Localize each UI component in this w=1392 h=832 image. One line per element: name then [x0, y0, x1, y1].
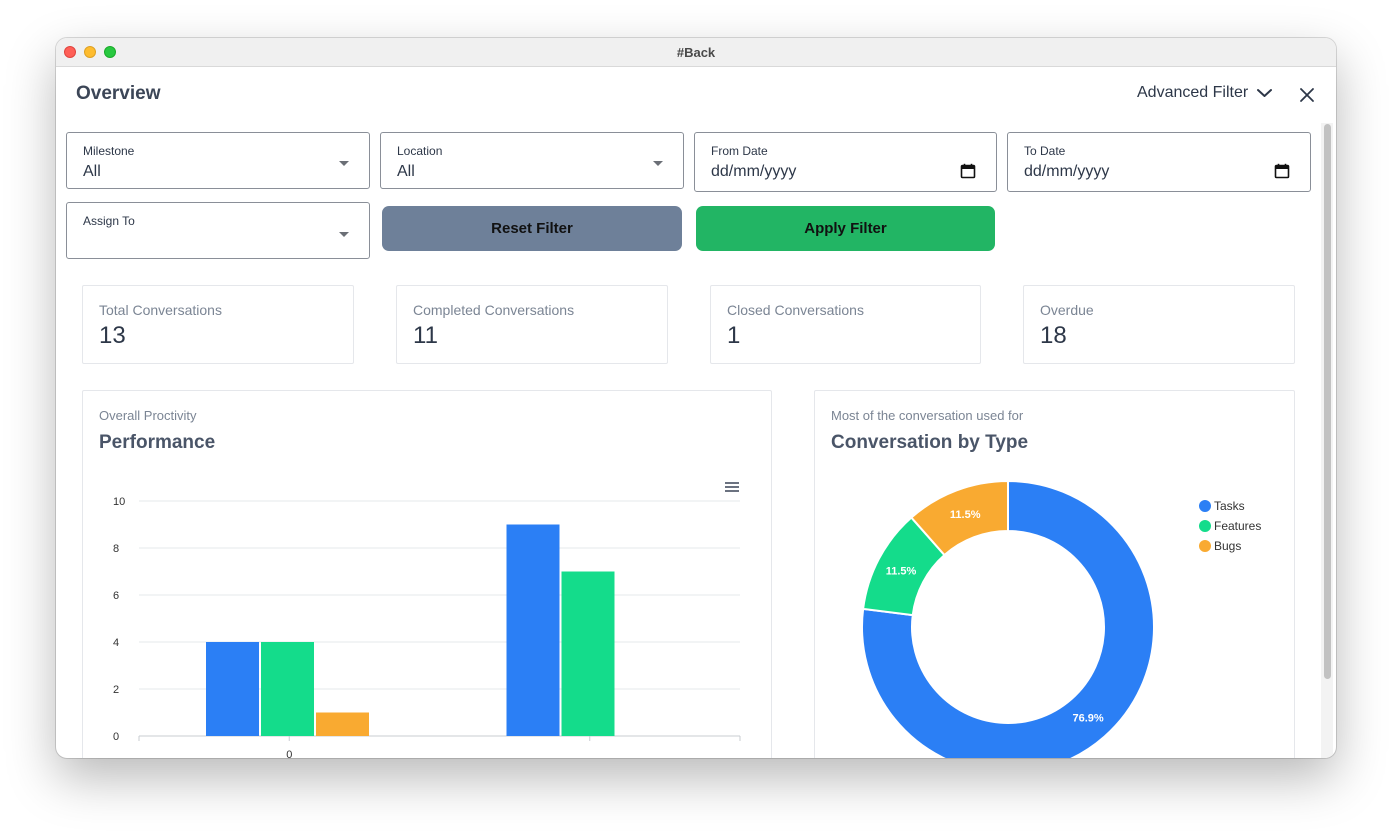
to-date-placeholder: dd/mm/yyyy	[1024, 163, 1110, 180]
reset-filter-button[interactable]: Reset Filter	[382, 206, 682, 251]
apply-filter-button[interactable]: Apply Filter	[696, 206, 995, 251]
chart-menu-icon[interactable]	[725, 482, 739, 492]
legend-marker	[1199, 540, 1211, 552]
location-select[interactable]: Location All	[380, 132, 684, 189]
to-date-label: To Date	[1024, 144, 1066, 158]
window-close-button[interactable]	[64, 46, 76, 58]
location-label: Location	[397, 144, 443, 158]
calendar-icon[interactable]	[960, 163, 976, 179]
conversation-donut-chart: 76.9% 11.5% 11.5% Tasks Features Bugs	[861, 479, 1261, 758]
assign-to-select[interactable]: Assign To	[66, 202, 370, 259]
legend-label[interactable]: Tasks	[1214, 499, 1245, 513]
y-tick-label: 0	[113, 731, 119, 743]
milestone-value: All	[83, 163, 101, 180]
page-title: Overview	[76, 83, 161, 104]
advanced-filter-toggle[interactable]: Advanced Filter	[1137, 84, 1273, 102]
stat-label: Completed Conversations	[413, 302, 575, 318]
legend-label[interactable]: Bugs	[1214, 539, 1241, 553]
scrollbar-thumb[interactable]	[1324, 124, 1331, 679]
donut-slice-label: 11.5%	[886, 565, 917, 577]
stat-card-total: Total Conversations 13	[82, 285, 354, 364]
stat-label: Overdue	[1040, 302, 1094, 318]
stat-label: Closed Conversations	[727, 302, 864, 318]
donut-slice-label: 11.5%	[950, 509, 981, 521]
y-tick-label: 4	[113, 637, 119, 649]
bar[interactable]	[206, 642, 259, 736]
performance-bar-chart: 0 2 4 6 8 10 0	[113, 482, 741, 758]
bar[interactable]	[261, 642, 314, 736]
window-title: #Back	[676, 45, 716, 60]
donut-slice-bugs[interactable]	[909, 479, 1009, 557]
assign-to-label: Assign To	[83, 214, 135, 228]
title-bar: #Back	[56, 38, 1336, 67]
bar[interactable]	[561, 571, 615, 737]
donut-slice-tasks[interactable]	[861, 479, 1155, 758]
performance-title: Performance	[99, 432, 216, 453]
legend-marker	[1199, 500, 1211, 512]
stat-value: 11	[413, 322, 438, 349]
bar[interactable]	[316, 712, 369, 737]
milestone-select[interactable]: Milestone All	[66, 132, 370, 189]
chevron-down-icon	[1257, 89, 1273, 97]
stat-value: 18	[1040, 322, 1067, 349]
performance-card: Overall Proctivity Performance 0 2 4 6 8 10 0	[82, 390, 772, 758]
from-date-input[interactable]: From Date dd/mm/yyyy	[694, 132, 997, 192]
y-tick-label: 2	[113, 684, 119, 696]
overview-panel: Overview Advanced Filter Milestone All L…	[56, 67, 1336, 758]
caret-down-icon	[339, 161, 349, 166]
stat-card-closed: Closed Conversations 1	[710, 285, 981, 364]
stat-value: 13	[99, 322, 126, 349]
milestone-label: Milestone	[83, 144, 135, 158]
performance-subtitle: Overall Proctivity	[99, 408, 197, 423]
calendar-icon[interactable]	[1274, 163, 1290, 179]
donut-slice-label: 76.9%	[1072, 713, 1103, 725]
stat-value: 1	[727, 322, 741, 349]
bar[interactable]	[506, 524, 560, 737]
stat-label: Total Conversations	[99, 302, 222, 318]
conversation-type-subtitle: Most of the conversation used for	[831, 408, 1024, 423]
location-value: All	[397, 163, 415, 180]
from-date-placeholder: dd/mm/yyyy	[711, 163, 797, 180]
caret-down-icon	[653, 161, 663, 166]
y-tick-label: 8	[113, 543, 119, 555]
conversation-type-card: Most of the conversation used for Conver…	[814, 390, 1295, 758]
y-tick-label: 10	[113, 496, 125, 508]
legend-marker	[1199, 520, 1211, 532]
caret-down-icon	[339, 232, 349, 237]
conversation-type-title: Conversation by Type	[831, 432, 1029, 453]
y-tick-label: 6	[113, 590, 119, 602]
advanced-filter-label: Advanced Filter	[1137, 84, 1249, 101]
stat-card-overdue: Overdue 18	[1023, 285, 1295, 364]
window-minimize-button[interactable]	[84, 46, 96, 58]
legend-label[interactable]: Features	[1214, 519, 1261, 533]
stat-card-completed: Completed Conversations 11	[396, 285, 668, 364]
x-tick-label: 0	[286, 749, 292, 758]
from-date-label: From Date	[711, 144, 768, 158]
window-maximize-button[interactable]	[104, 46, 116, 58]
app-window: #Back Overview Advanced Filter Milestone…	[56, 38, 1336, 758]
close-icon[interactable]	[1298, 86, 1316, 104]
to-date-input[interactable]: To Date dd/mm/yyyy	[1007, 132, 1311, 192]
